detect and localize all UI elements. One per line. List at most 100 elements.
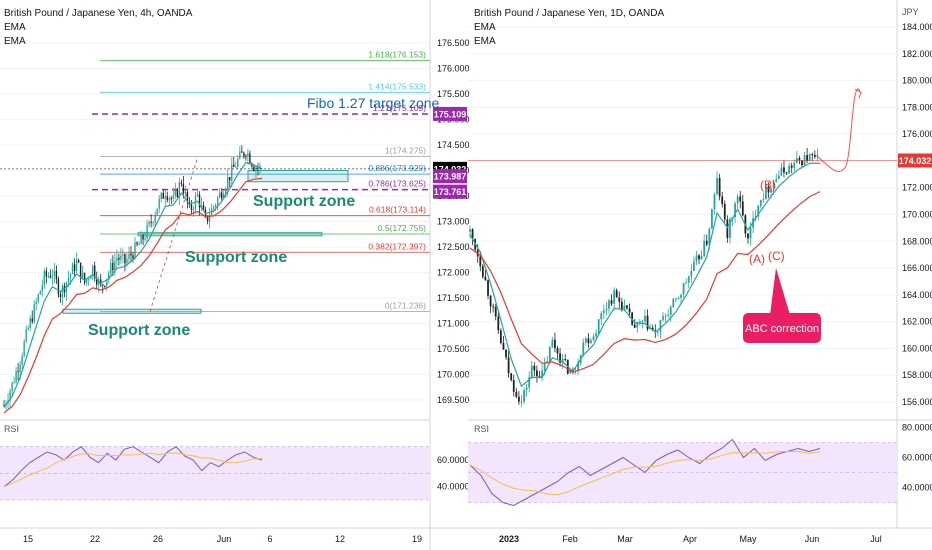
left-candle-body <box>47 275 50 277</box>
right-candle-body <box>512 380 515 392</box>
right-price-tick: 168.000 <box>902 236 932 246</box>
fib-level-label: 0.886(173.929) <box>368 163 426 173</box>
right-candle-body <box>775 179 778 182</box>
right-candle-body <box>816 154 819 157</box>
callout-box <box>743 313 821 343</box>
left-candle-body <box>112 262 114 271</box>
right-candle-body <box>608 300 610 309</box>
right-candle-body <box>739 196 742 202</box>
left-candle-body <box>156 208 158 215</box>
left-candle-body <box>237 158 239 167</box>
right-candle-body <box>602 310 605 314</box>
right-price-tick: 170.000 <box>902 210 932 220</box>
right-candle-body <box>641 321 644 323</box>
left-candle-body <box>17 371 19 373</box>
support-zone-label-lower: Support zone <box>88 322 190 339</box>
fibo-target-label: Fibo 1.27 target zone <box>307 95 440 111</box>
left-candle-body <box>225 189 227 195</box>
right-candle-body <box>597 319 600 334</box>
left-candle-body <box>41 285 44 292</box>
right-price-tick: 162.000 <box>902 317 932 327</box>
projection-arrowhead <box>854 88 862 99</box>
left-price-badge-text: 175.109 <box>434 109 467 119</box>
left-rsi-label: RSI <box>4 424 19 434</box>
right-candle-body <box>793 162 796 168</box>
left-candle-body <box>122 254 124 256</box>
left-candle-body <box>134 242 136 259</box>
right-candle-body <box>677 297 680 299</box>
left-time-label: 22 <box>90 534 100 544</box>
left-rsi-tick: 40.0000 <box>437 482 470 492</box>
left-price-tick: 170.000 <box>437 370 470 380</box>
wave-label-c: (C) <box>768 249 785 263</box>
right-candle-body <box>600 313 603 320</box>
left-price-tick: 176.500 <box>437 38 470 48</box>
left-price-tick: 176.000 <box>437 64 470 74</box>
right-candle-body <box>685 282 688 284</box>
wave-label-b: (B) <box>760 178 776 192</box>
left-ema-fast <box>3 161 263 409</box>
right-candle-body <box>788 165 791 174</box>
right-time-label: Jun <box>805 534 820 544</box>
left-ema1-label: EMA <box>4 22 26 33</box>
left-price-badge-text: 173.761 <box>434 187 467 197</box>
right-candle-body <box>551 339 554 347</box>
left-candle-body <box>69 274 72 279</box>
right-time-label: Feb <box>562 534 578 544</box>
right-candle-body <box>623 305 626 311</box>
right-candle-body <box>808 153 811 162</box>
fib-level-label: 0.5(172.755) <box>378 223 426 233</box>
left-candle-body <box>259 165 261 168</box>
right-candle-body <box>615 290 618 298</box>
right-candle-body <box>772 181 775 189</box>
left-candle-body <box>85 279 88 283</box>
left-price-grid <box>0 42 432 401</box>
right-candle-body <box>803 155 806 166</box>
left-candle-body <box>73 264 76 272</box>
right-candle-body <box>548 346 551 362</box>
left-candle-body <box>249 153 251 164</box>
left-candle-body <box>79 262 82 279</box>
left-candle-body <box>243 152 245 157</box>
right-candle-body <box>595 333 598 337</box>
right-candle-body <box>783 167 785 173</box>
right-candle-body <box>644 315 646 322</box>
right-candle-body <box>770 188 773 193</box>
right-time-label: Jul <box>870 534 882 544</box>
right-candle-body <box>759 199 762 206</box>
right-candle-body <box>499 330 502 343</box>
left-candle-body <box>81 272 84 279</box>
left-candle-body <box>89 276 92 279</box>
right-candle-body <box>636 322 639 328</box>
right-time-axis: 2023 Feb Mar Apr May Jun Jul <box>499 534 882 544</box>
right-ema1-label: EMA <box>474 22 496 33</box>
left-candle-body <box>190 204 193 210</box>
left-price-tick: 169.500 <box>437 395 470 405</box>
left-candle-body <box>61 285 64 297</box>
right-candle-body <box>662 316 664 320</box>
right-candle-body <box>767 186 770 193</box>
fib-level-label: 0.786(173.625) <box>368 179 426 189</box>
callout-pointer <box>770 268 790 315</box>
left-candle-body <box>126 258 128 264</box>
fib-level-label: 1.27(175.109) <box>373 103 426 113</box>
right-candle-body <box>811 153 814 155</box>
left-candle-body <box>96 278 98 285</box>
right-candle-body <box>680 294 682 298</box>
right-candle-body <box>633 324 636 328</box>
right-candle-body <box>515 391 518 397</box>
left-candle-body <box>142 235 144 240</box>
left-rsi-line <box>3 446 263 488</box>
left-candle-body <box>15 371 17 383</box>
left-candle-body <box>144 238 146 240</box>
left-candle-body <box>91 265 94 277</box>
right-candle-body <box>541 370 543 378</box>
right-title: British Pound / Japanese Yen, 1D, OANDA <box>474 8 664 19</box>
right-candle-body <box>692 261 695 271</box>
right-candle-body <box>703 240 706 256</box>
right-candle-body <box>484 276 487 281</box>
right-candle-body <box>646 315 649 330</box>
left-ema-lines <box>3 156 263 414</box>
left-price-tick: 170.500 <box>437 344 470 354</box>
right-candle-body <box>713 194 716 210</box>
